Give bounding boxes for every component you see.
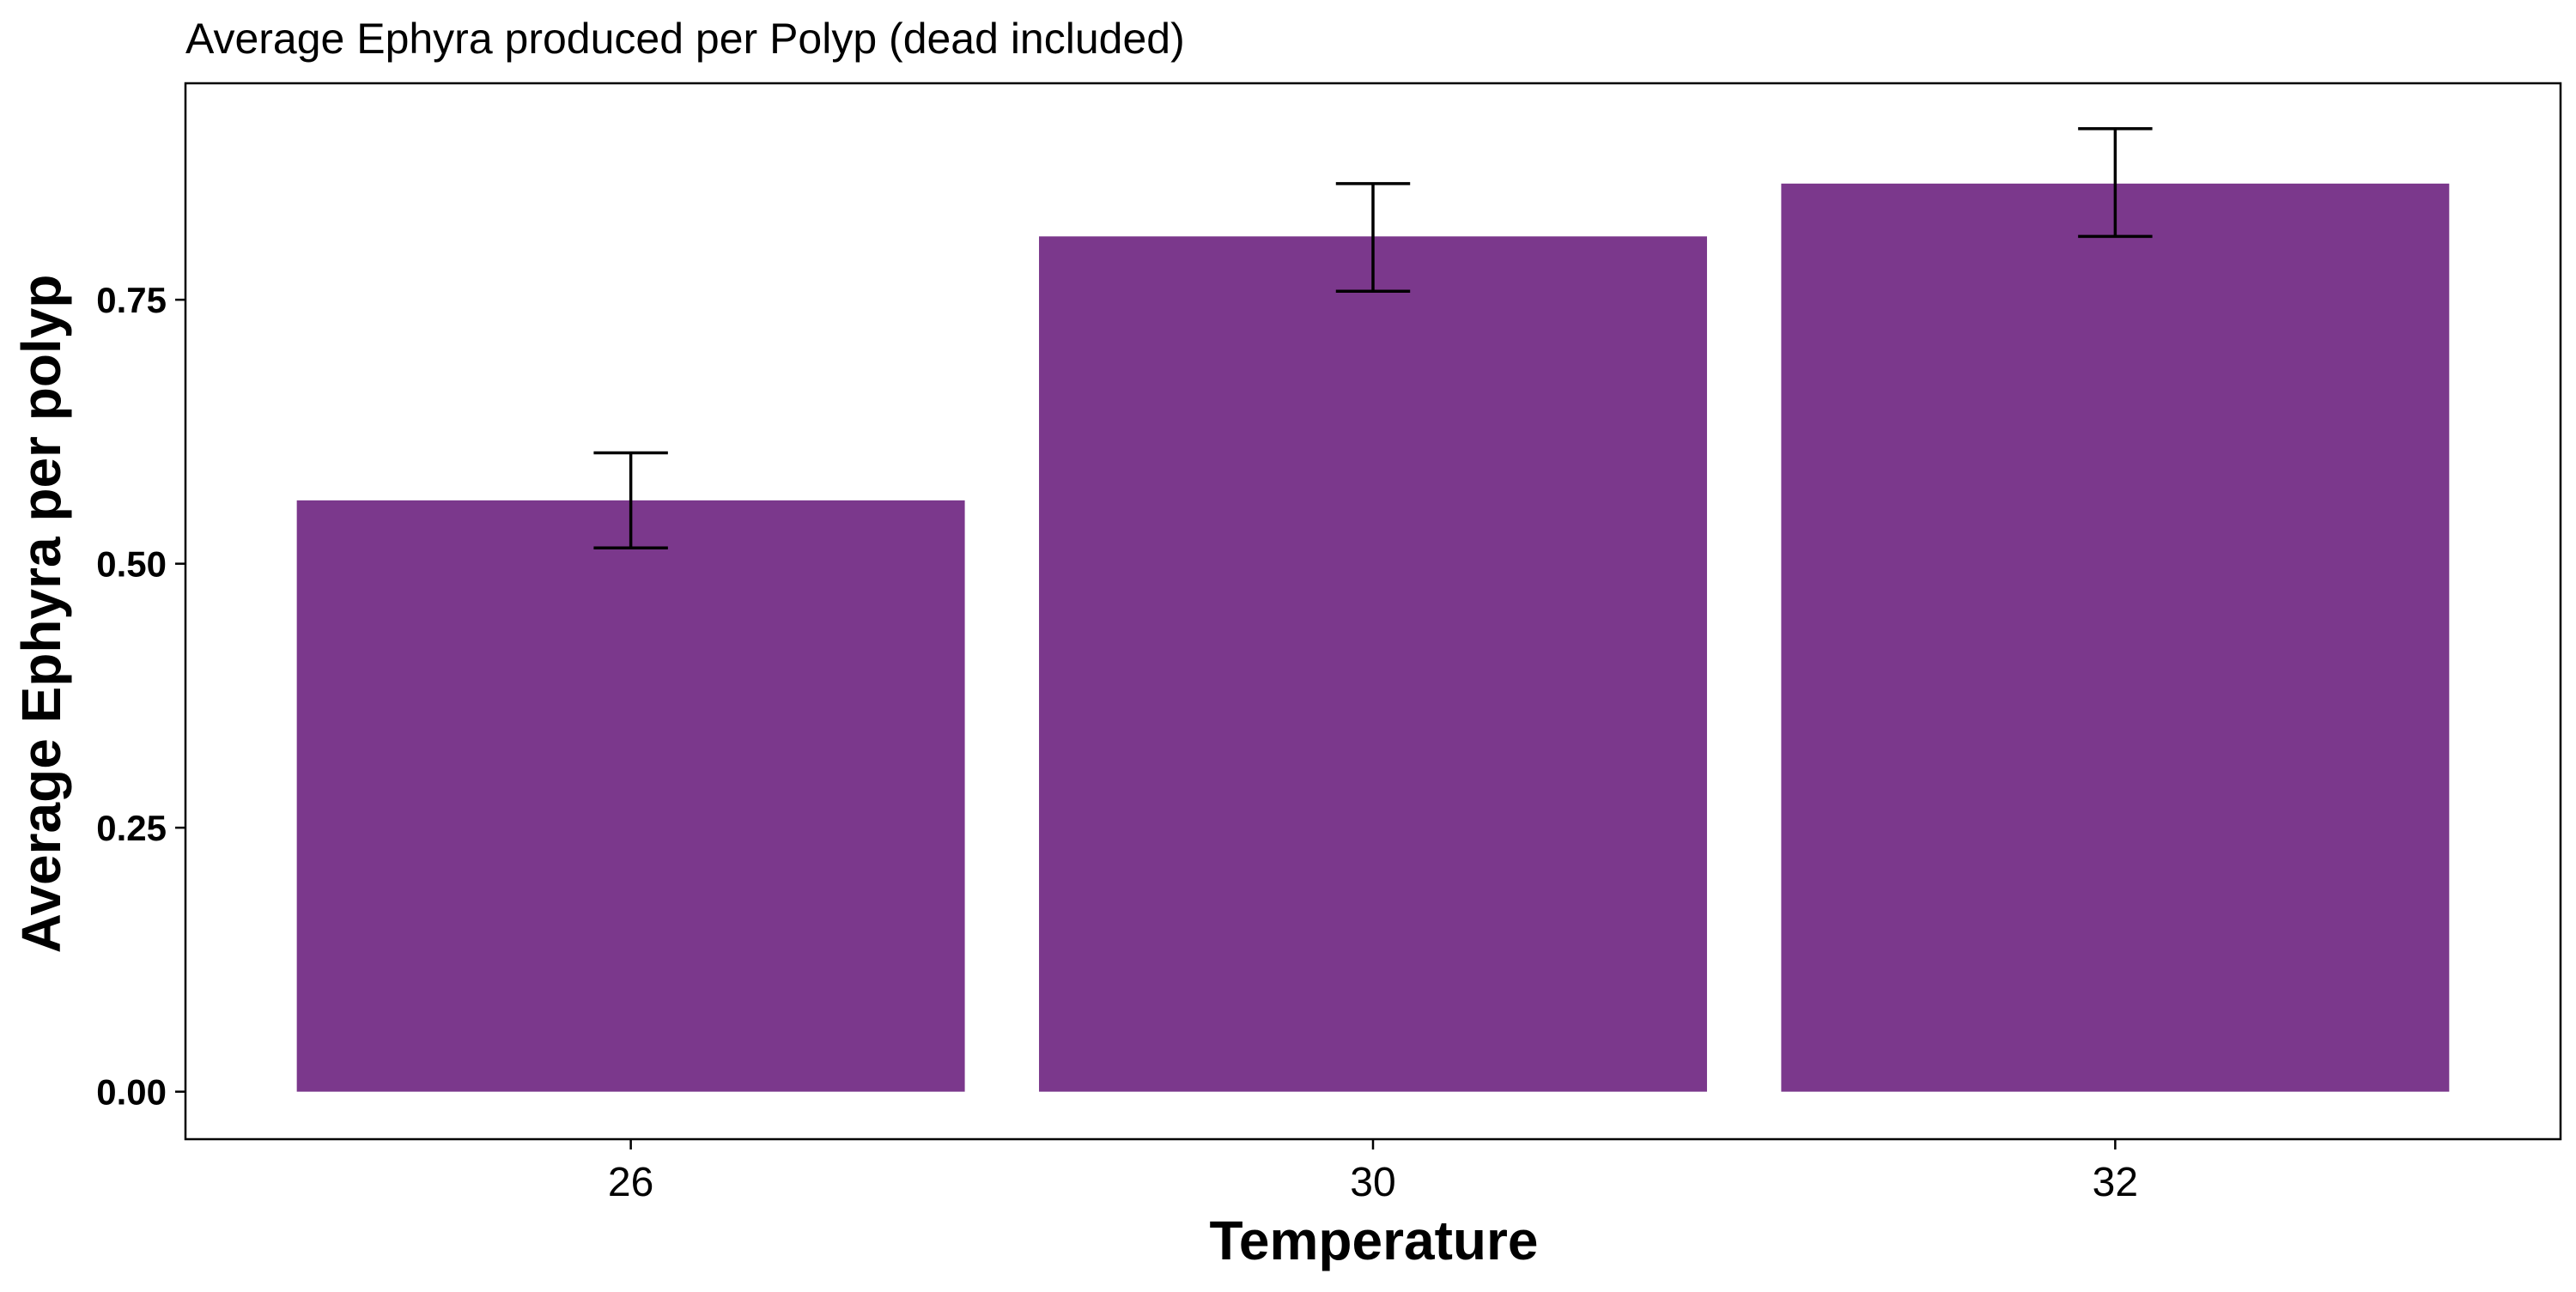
chart-title: Average Ephyra produced per Polyp (dead … (185, 15, 1185, 63)
error-bar-32 (2078, 127, 2153, 239)
bar-32 (1781, 183, 2450, 1092)
y-tick-label: 0.50 (96, 544, 167, 585)
plot-area: 0.00 0.25 0.50 0.75 26 30 32 (96, 82, 2562, 1205)
x-axis-label: Temperature (1210, 1210, 1539, 1271)
bar-30 (1039, 236, 1707, 1092)
bar-26 (296, 500, 965, 1092)
y-tick-label: 0.25 (96, 808, 167, 848)
x-tick-label: 32 (2093, 1160, 2138, 1205)
y-tick-label: 0.00 (96, 1072, 167, 1113)
error-bar-30 (1335, 182, 1411, 294)
error-bar-26 (593, 451, 668, 549)
y-axis-label: Average Ephyra per polyp (10, 275, 72, 954)
x-tick-label: 26 (608, 1160, 653, 1205)
x-tick-label: 30 (1350, 1160, 1395, 1205)
y-tick-label: 0.75 (96, 280, 167, 320)
